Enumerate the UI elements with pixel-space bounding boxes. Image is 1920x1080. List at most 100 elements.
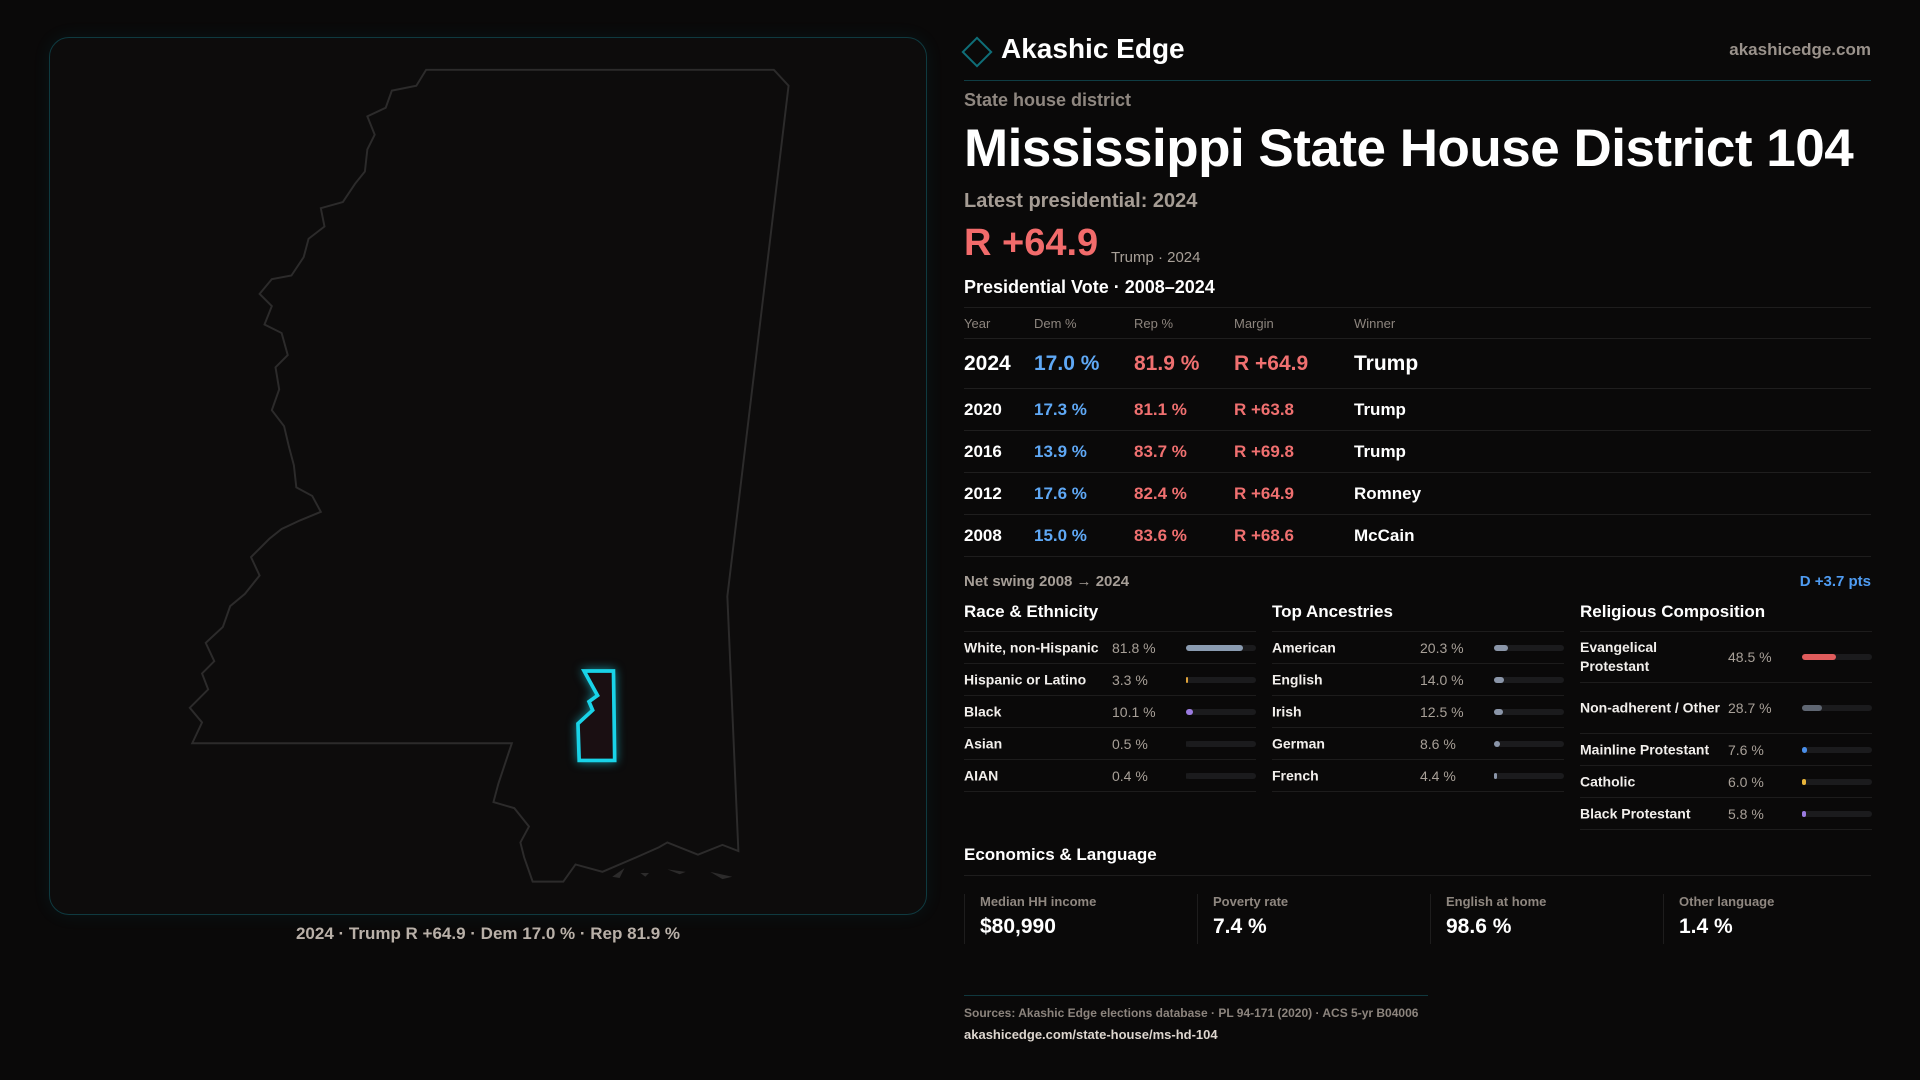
stat-row: Hispanic or Latino 3.3 % — [964, 664, 1256, 696]
stat-bar — [1186, 740, 1256, 747]
stat-bar-fill — [1186, 676, 1189, 683]
cell-rep: 81.9 % — [1134, 351, 1200, 375]
stat-value: 3.3 % — [1112, 671, 1148, 688]
stat-bar — [1802, 654, 1872, 660]
stat-row: American 20.3 % — [1272, 632, 1564, 664]
cell-margin: R +63.8 — [1234, 399, 1295, 419]
stat-label: Non-adherent / Other — [1580, 699, 1721, 716]
cell-rep: 82.4 % — [1134, 483, 1187, 503]
cell-dem: 17.0 % — [1034, 351, 1100, 375]
cell-dem: 17.3 % — [1034, 399, 1087, 419]
map-panel[interactable] — [49, 37, 927, 915]
stat-value: 0.5 % — [1112, 735, 1148, 752]
stat-bar-fill — [1186, 644, 1244, 651]
column-header[interactable]: Dem % — [1034, 316, 1077, 331]
table-row[interactable]: 2020 17.3 % 81.1 % R +63.8 Trump — [964, 388, 1871, 430]
stat-row: French 4.4 % — [1272, 760, 1564, 792]
stat-row: Non-adherent / Other 28.7 % — [1580, 683, 1872, 734]
cell-winner: Trump — [1354, 351, 1419, 375]
cell-margin: R +64.9 — [1234, 351, 1309, 375]
stat-label: Catholic — [1580, 773, 1636, 789]
stat-bar-fill — [1802, 705, 1823, 711]
stat-row: Catholic 6.0 % — [1580, 766, 1872, 798]
stat-bar — [1494, 708, 1564, 715]
stat-row: Mainline Protestant 7.6 % — [1580, 734, 1872, 766]
stat-value: 48.5 % — [1728, 649, 1772, 665]
district-kind: State house district — [964, 90, 1132, 110]
stat-card: Median HH income $80,990 — [964, 894, 1197, 944]
stat-row: English 14.0 % — [1272, 664, 1564, 696]
headline-margin: R +64.9 — [964, 222, 1099, 264]
stat-value: 7.6 % — [1728, 741, 1764, 758]
stat-bar-fill — [1802, 654, 1836, 660]
stat-card: English at home 98.6 % — [1430, 894, 1663, 944]
stat-bar-fill — [1494, 740, 1501, 747]
table-row[interactable]: 2012 17.6 % 82.4 % R +64.9 Romney — [964, 472, 1871, 514]
table-row[interactable]: 2016 13.9 % 83.7 % R +69.8 Trump — [964, 430, 1871, 472]
column-header[interactable]: Rep % — [1134, 316, 1174, 331]
stat-bar — [1494, 772, 1564, 779]
stat-bar-fill — [1802, 810, 1807, 817]
cell-rep: 83.7 % — [1134, 441, 1187, 461]
cell-winner: Trump — [1354, 441, 1406, 461]
cell-dem: 13.9 % — [1034, 441, 1087, 461]
stat-row: AIAN 0.4 % — [964, 760, 1256, 792]
stat-label: Irish — [1272, 703, 1302, 719]
stat-bar-fill — [1494, 644, 1509, 651]
section-1: Top Ancestries American 20.3 % English 14.0 … — [1272, 602, 1564, 792]
stat-bar — [1802, 810, 1872, 817]
stat-label: American — [1272, 639, 1336, 655]
card-label: Poverty rate — [1213, 894, 1289, 909]
card-label: English at home — [1446, 894, 1547, 909]
card-value: 1.4 % — [1679, 915, 1733, 938]
stat-bar — [1186, 772, 1256, 779]
section-2: Religious Composition Evangelical Protest… — [1580, 602, 1872, 830]
stat-value: 10.1 % — [1112, 703, 1156, 720]
column-header[interactable]: Winner — [1354, 316, 1396, 331]
stat-bar-fill — [1494, 708, 1503, 715]
column-header[interactable]: Margin — [1234, 316, 1274, 331]
presidential-title: Presidential Vote · 2008–2024 — [964, 277, 1215, 297]
stat-label: AIAN — [964, 767, 999, 783]
stat-value: 4.4 % — [1420, 767, 1456, 784]
stat-value: 8.6 % — [1420, 735, 1456, 752]
stat-label: Asian — [964, 735, 1003, 751]
column-header[interactable]: Year — [964, 316, 991, 331]
stat-bar — [1186, 644, 1256, 651]
section-0: Race & Ethnicity White, non-Hispanic 81.8 … — [964, 602, 1256, 792]
latest-presidential: Latest presidential: 2024 — [964, 190, 1198, 212]
stat-label: Evangelical Protestant — [1580, 639, 1658, 674]
net-swing-value: D +3.7 pts — [1799, 573, 1871, 590]
cell-rep: 81.1 % — [1134, 399, 1187, 419]
stat-value: 81.8 % — [1112, 639, 1156, 656]
presidential-table: Year Dem % Rep % Margin Winner 2024 17.0 % 81.9… — [964, 307, 1871, 557]
stat-bar — [1802, 746, 1872, 753]
section-title: Religious Composition — [1580, 602, 1872, 632]
card-label: Other language — [1679, 894, 1775, 909]
stat-bar-fill — [1494, 772, 1498, 779]
diamond-icon — [961, 36, 993, 68]
page-title: Mississippi State House District 104 — [964, 119, 1854, 178]
table-row[interactable]: 2024 17.0 % 81.9 % R +64.9 Trump — [964, 338, 1871, 388]
stat-value: 5.8 % — [1728, 805, 1764, 822]
stat-bar-fill — [1802, 746, 1808, 753]
stat-label: German — [1272, 735, 1325, 751]
brand-name[interactable]: Akashic Edge — [1001, 33, 1185, 64]
stat-bar-fill — [1802, 778, 1807, 785]
cell-year: 2008 — [964, 525, 1002, 545]
cell-year: 2024 — [964, 351, 1011, 375]
source-url[interactable]: akashicedge.com/state-house/ms-hd-104 — [964, 1027, 1218, 1042]
stat-bar — [1494, 676, 1564, 683]
cell-margin: R +69.8 — [1234, 441, 1295, 461]
card-value: 98.6 % — [1446, 915, 1512, 938]
stat-row: Black Protestant 5.8 % — [1580, 798, 1872, 830]
cell-year: 2020 — [964, 399, 1002, 419]
headline-margin-sub: Trump · 2024 — [1111, 249, 1201, 266]
site-link[interactable]: akashicedge.com — [1729, 40, 1871, 59]
table-bottom-divider — [964, 556, 1871, 557]
card-value: 7.4 % — [1213, 915, 1267, 938]
stat-value: 28.7 % — [1728, 700, 1772, 716]
cell-year: 2016 — [964, 441, 1002, 461]
table-row[interactable]: 2008 15.0 % 83.6 % R +68.6 McCain — [964, 514, 1871, 556]
stat-bar — [1494, 740, 1564, 747]
